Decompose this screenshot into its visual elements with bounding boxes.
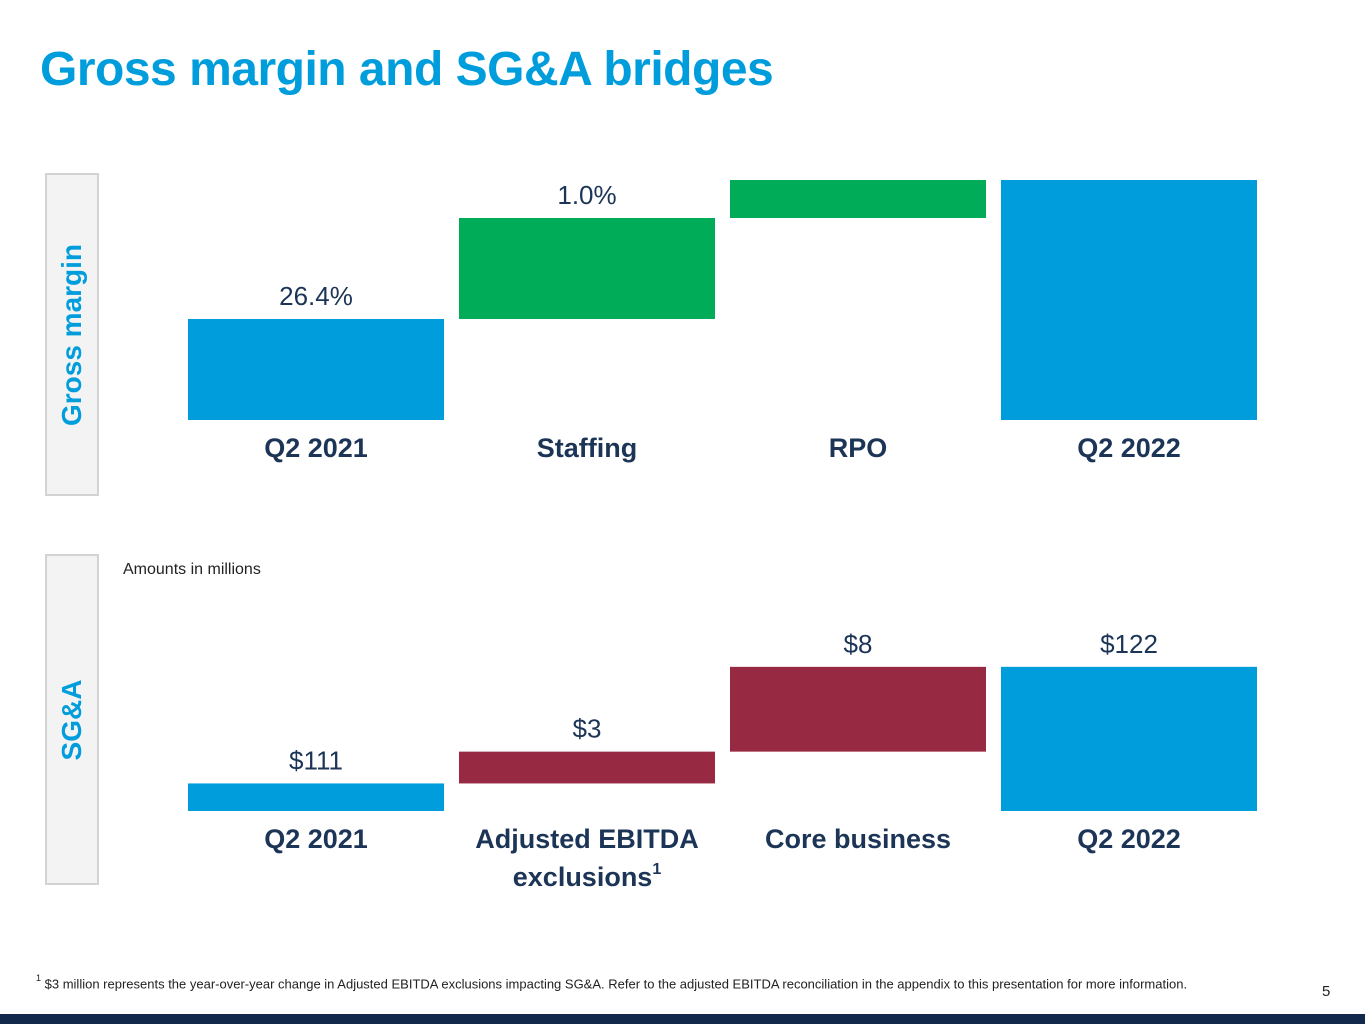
gm-category-label: Staffing bbox=[537, 433, 638, 463]
footnote-marker: 1 bbox=[36, 973, 42, 983]
sga-category-superscript: 1 bbox=[652, 861, 661, 878]
sga-category-label: exclusions1 bbox=[513, 861, 662, 892]
sga-section-box: SG&A bbox=[45, 554, 99, 885]
sga-category-label: Q2 2022 bbox=[1077, 824, 1181, 854]
sga-value-label: $8 bbox=[844, 629, 873, 659]
sga-category-label: Q2 2021 bbox=[264, 824, 368, 854]
gm-bar bbox=[188, 319, 444, 420]
page-title: Gross margin and SG&A bridges bbox=[40, 43, 774, 96]
gross-margin-section-box: Gross margin bbox=[45, 173, 99, 496]
footnote: 1 $3 million represents the year-over-ye… bbox=[36, 973, 1188, 992]
gm-bar bbox=[1001, 180, 1257, 420]
gm-bar bbox=[459, 218, 715, 319]
sga-bar bbox=[188, 783, 444, 811]
gm-category-label: Q2 2021 bbox=[264, 433, 368, 463]
amounts-note: Amounts in millions bbox=[123, 561, 261, 578]
footer-bar bbox=[0, 1014, 1365, 1024]
page-number: 5 bbox=[1322, 983, 1331, 1000]
gm-value-label: 1.0% bbox=[557, 180, 616, 210]
sga-value-label: $3 bbox=[573, 714, 602, 744]
gm-category-label: Q2 2022 bbox=[1077, 433, 1181, 463]
sga-category-label: Core business bbox=[765, 824, 951, 854]
sga-bar bbox=[1001, 666, 1257, 811]
sga-value-label: $111 bbox=[289, 745, 343, 775]
footnote-text: $3 million represents the year-over-year… bbox=[44, 976, 1188, 992]
sga-bar bbox=[459, 751, 715, 784]
sga-bridge-chart: $111 Q2 2021 $3 Adjusted EBITDA exclusions1 $… bbox=[188, 629, 1257, 892]
gm-category-label: RPO bbox=[829, 433, 888, 463]
sga-bar bbox=[730, 666, 986, 752]
gm-bar bbox=[730, 180, 986, 218]
gm-value-label: 26.4% bbox=[279, 281, 353, 311]
sga-value-label: $122 bbox=[1100, 629, 1158, 659]
sga-category-label: Adjusted EBITDA bbox=[475, 824, 699, 854]
